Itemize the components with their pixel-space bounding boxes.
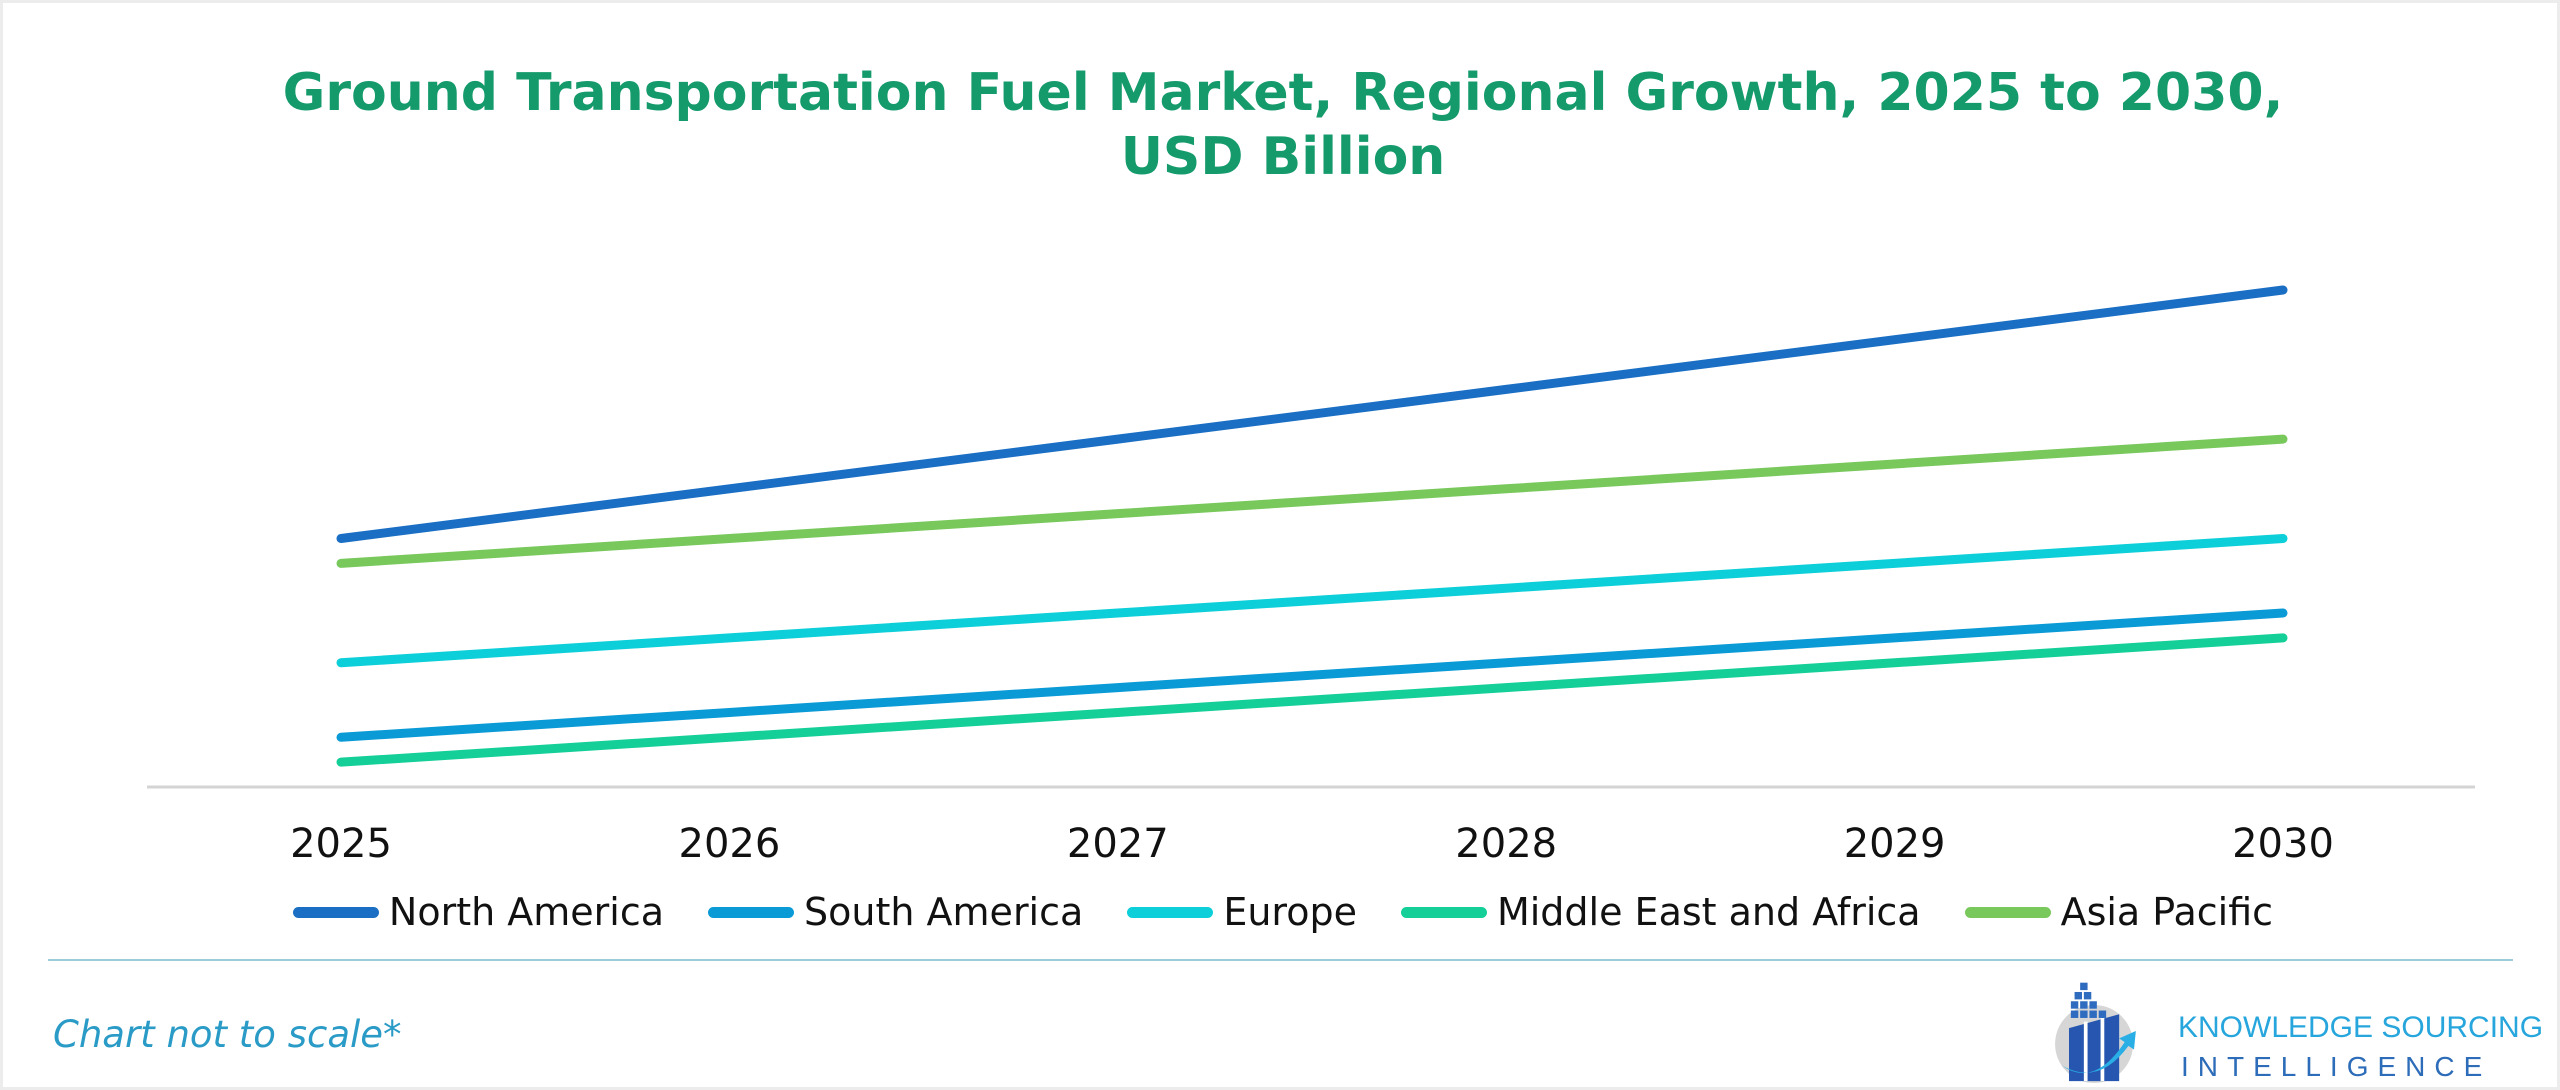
legend: North America South America Europe Middle E… [3, 885, 2557, 939]
legend-item: Asia Pacific [1964, 885, 2274, 939]
legend-swatch [292, 906, 379, 918]
series-line-south-america [336, 608, 2288, 742]
legend-item: Middle East and Africa [1400, 885, 1921, 939]
chart-title-line-1: Ground Transportation Fuel Market, Regio… [282, 63, 2284, 123]
series-line-asia-pacific [336, 434, 2288, 568]
series-line-europe [336, 534, 2288, 668]
legend-swatch [1964, 906, 2051, 918]
legend-label: Asia Pacific [2060, 890, 2274, 934]
line-chart: 2025 2026 2027 2028 2029 2030 [147, 285, 2475, 867]
company-logo: KNOWLEDGE SOURCING INTELLIGENCE [2043, 973, 2553, 1087]
logo-icon [2055, 982, 2136, 1083]
legend-label: South America [804, 890, 1084, 934]
divider [48, 959, 2513, 961]
legend-item: Europe [1127, 885, 1357, 939]
chart-note: Chart not to scale* [53, 1013, 402, 1056]
x-tick-label: 2025 [290, 821, 392, 867]
logo-text-line-1: KNOWLEDGE SOURCING [2178, 1011, 2544, 1044]
x-tick-label: 2026 [679, 821, 781, 867]
series-line-north-america [336, 285, 2288, 543]
chart-title-line-2: USD Billion [1120, 127, 1446, 187]
series-line-middle-east-and-africa [336, 633, 2288, 767]
legend-label: Middle East and Africa [1496, 890, 1921, 934]
x-tick-label: 2030 [2232, 821, 2334, 867]
legend-label: Europe [1223, 890, 1357, 934]
legend-swatch [1127, 906, 1214, 918]
chart-title: Ground Transportation Fuel Market, Regio… [3, 61, 2557, 189]
logo-text-line-2: INTELLIGENCE [2181, 1051, 2492, 1082]
x-tick-label: 2028 [1455, 821, 1557, 867]
legend-label: North America [388, 890, 665, 934]
legend-item: South America [708, 885, 1083, 939]
legend-swatch [708, 906, 795, 918]
x-tick-label: 2029 [1844, 821, 1946, 867]
x-tick-label: 2027 [1067, 821, 1169, 867]
legend-item: North America [292, 885, 665, 939]
legend-swatch [1400, 906, 1487, 918]
